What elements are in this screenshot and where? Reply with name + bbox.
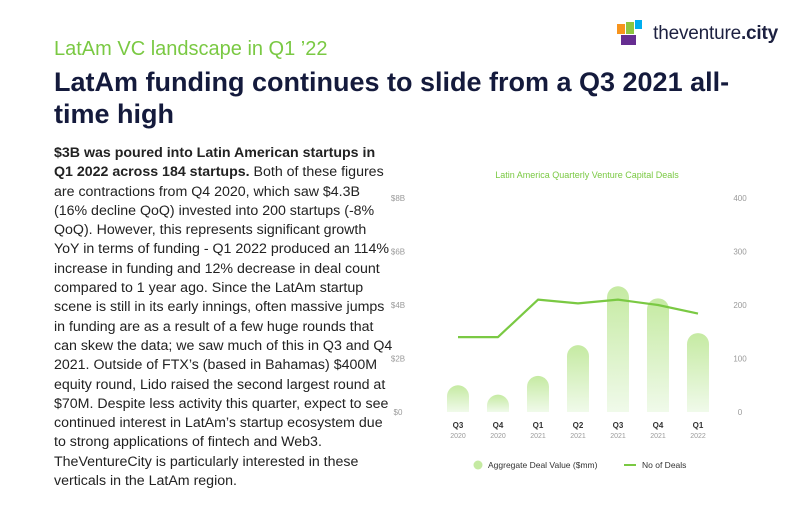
brand-logo: theventure.city xyxy=(615,20,778,48)
series-line-deals xyxy=(458,298,699,339)
slide-headline: LatAm funding continues to slide from a … xyxy=(54,67,730,129)
chart-title: Latin America Quarterly Venture Capital … xyxy=(495,170,679,180)
y-left-tick-label: $0 xyxy=(394,408,403,417)
body-paragraph: $3B was poured into Latin American start… xyxy=(54,144,394,491)
y-left-tick-label: $4B xyxy=(391,301,405,310)
x-tick-year: 2020 xyxy=(490,433,506,440)
legend-swatch-bars xyxy=(473,460,483,470)
brand-name: theventure.city xyxy=(653,23,778,44)
theventurecity-logo-icon xyxy=(617,20,643,45)
bar-series xyxy=(447,286,709,412)
line-series xyxy=(458,298,699,339)
y-right-tick-label: 300 xyxy=(733,248,747,257)
body-rest: Both of these figures are contractions f… xyxy=(54,164,393,490)
y-axis-right: 0 100 200 300 400 xyxy=(733,194,747,417)
y-left-tick-label: $6B xyxy=(391,248,405,257)
x-tick-quarter: Q1 xyxy=(693,421,704,430)
bar xyxy=(647,298,669,412)
legend-label-bars: Aggregate Deal Value ($mm) xyxy=(488,460,598,470)
bar xyxy=(567,345,589,412)
x-tick-year: 2021 xyxy=(530,433,546,440)
slide-subtitle: LatAm VC landscape in Q1 ’22 xyxy=(54,38,328,60)
bar xyxy=(487,394,509,412)
bar xyxy=(447,385,469,412)
y-right-tick-label: 400 xyxy=(733,194,747,203)
bar xyxy=(607,286,629,412)
bar xyxy=(687,333,709,412)
x-tick-year: 2021 xyxy=(570,433,586,440)
x-tick-year: 2021 xyxy=(650,433,666,440)
y-right-tick-label: 200 xyxy=(733,301,747,310)
x-tick-quarter: Q4 xyxy=(493,421,504,430)
chart-legend: Aggregate Deal Value ($mm) No of Deals xyxy=(473,460,686,470)
x-axis-labels: Q3 2020 Q4 2020 Q1 2021 Q2 2021 Q3 2021 Q4 2021 Q1 20… xyxy=(450,421,706,440)
y-left-tick-label: $2B xyxy=(391,355,405,364)
chart-container: Latin America Quarterly Venture Capital … xyxy=(378,160,788,490)
x-tick-year: 2020 xyxy=(450,433,466,440)
bar xyxy=(527,375,549,412)
x-tick-quarter: Q1 xyxy=(533,421,544,430)
x-tick-quarter: Q2 xyxy=(573,421,584,430)
combo-chart: Latin America Quarterly Venture Capital … xyxy=(391,170,747,470)
x-tick-year: 2022 xyxy=(690,433,706,440)
y-left-tick-label: $8B xyxy=(391,194,405,203)
y-right-tick-label: 100 xyxy=(733,355,747,364)
x-tick-year: 2021 xyxy=(610,433,626,440)
x-tick-quarter: Q3 xyxy=(613,421,624,430)
body-lead: $3B was poured into Latin American start… xyxy=(54,145,376,181)
y-axis-left: $0 $2B $4B $6B $8B xyxy=(391,194,405,417)
x-tick-quarter: Q4 xyxy=(653,421,664,430)
legend-label-line: No of Deals xyxy=(642,460,686,470)
y-right-tick-label: 0 xyxy=(738,408,743,417)
x-tick-quarter: Q3 xyxy=(453,421,464,430)
